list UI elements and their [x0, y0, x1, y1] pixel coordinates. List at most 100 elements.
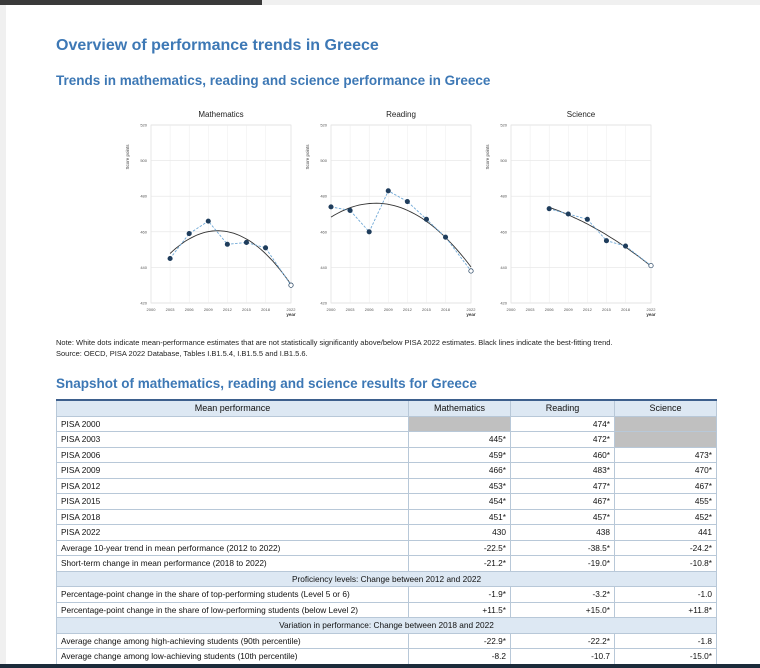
x-tick-label: 2006 [545, 307, 555, 312]
row-label: PISA 2009 [56, 462, 409, 479]
y-tick-label: 520 [500, 123, 507, 128]
y-tick-label: 420 [320, 301, 327, 306]
x-tick-label: 2000 [327, 307, 337, 312]
table-cell: +15.0* [510, 601, 615, 618]
taskbar-edge [0, 664, 760, 668]
table-row: Percentage-point change in the share of … [56, 601, 717, 618]
table-cell: +11.8* [614, 601, 717, 618]
y-tick-label: 460 [500, 229, 507, 234]
page-title: Overview of performance trends in Greece [56, 37, 379, 54]
y-tick-label: 420 [140, 301, 147, 306]
table-cell: -22.2* [510, 632, 615, 649]
table-row: PISA 2022 430 438 441 [56, 524, 717, 541]
table-cell: -38.5* [510, 539, 615, 556]
x-tick-label: 2018 [621, 307, 631, 312]
row-label: PISA 2003 [56, 431, 409, 448]
table-cell: 438 [510, 524, 615, 541]
header-mathematics: Mathematics [408, 399, 511, 417]
table-cell: 459* [408, 446, 511, 463]
table-cell: 452* [614, 508, 717, 525]
table-cell: 477* [510, 477, 615, 494]
x-tick-label: 2022 [467, 307, 477, 312]
x-tick-label: 2006 [365, 307, 375, 312]
table-cell: -21.2* [408, 555, 511, 572]
table-cell: 441 [614, 524, 717, 541]
trend-charts: Mathematics 420 440 460 480 500 520 2000 2003 200… [125, 110, 656, 317]
table-cell [614, 415, 717, 432]
y-tick-label: 500 [500, 158, 507, 163]
data-point-non-significant [648, 263, 654, 269]
table-cell: -22.9* [408, 632, 511, 649]
chart-title: Mathematics [198, 110, 243, 119]
table-row: Average change among high-achieving stud… [56, 632, 717, 649]
table-row: PISA 2012 453* 477* 467* [56, 477, 717, 494]
data-point-non-significant [468, 268, 474, 274]
data-point [622, 243, 629, 249]
table-cell: 453* [408, 477, 511, 494]
trend-line [330, 202, 472, 268]
plot-area [510, 124, 652, 304]
chart-note: Note: White dots indicate mean-performan… [56, 337, 716, 359]
x-tick-label: 2000 [507, 307, 517, 312]
data-point [423, 216, 430, 222]
table-cell: -15.0* [614, 648, 717, 665]
y-tick-label: 480 [320, 194, 327, 199]
plot-area [150, 124, 292, 304]
table-cell: -10.7 [510, 648, 615, 665]
table-cell: -10.8* [614, 555, 717, 572]
table-cell: -8.2 [408, 648, 511, 665]
table-cell: 467* [614, 477, 717, 494]
table-cell: 466* [408, 462, 511, 479]
table-cell: 467* [510, 493, 615, 510]
table-cell: 430 [408, 524, 511, 541]
data-point [243, 239, 250, 246]
row-label: PISA 2015 [56, 493, 409, 510]
table-cell: -1.0 [614, 586, 717, 603]
row-label: PISA 2022 [56, 524, 409, 541]
table-section-row: Proficiency levels: Change between 2012 … [56, 570, 717, 587]
table-row: PISA 2009 466* 483* 470* [56, 462, 717, 479]
y-tick-label: 460 [320, 229, 327, 234]
y-axis-label: Score points [125, 144, 130, 170]
table-row: Average 10-year trend in mean performanc… [56, 539, 717, 556]
x-tick-label: 2015 [422, 307, 432, 312]
chart-mathematics: Mathematics 420 440 460 480 500 520 2000 2003 200… [125, 110, 296, 317]
data-point [186, 231, 192, 237]
x-tick-label: 2003 [346, 307, 356, 312]
y-tick-label: 440 [140, 265, 147, 270]
row-label: Short-term change in mean performance (2… [56, 555, 409, 572]
y-tick-label: 460 [140, 229, 147, 234]
y-tick-label: 440 [500, 265, 507, 270]
table-cell [614, 431, 717, 448]
x-tick-label: 2009 [204, 307, 214, 312]
table-row: Average change among low-achieving stude… [56, 648, 717, 665]
table-cell: 472* [510, 431, 615, 448]
data-point [385, 188, 391, 194]
data-point [584, 216, 590, 222]
x-tick-label: 2012 [403, 307, 413, 312]
data-point [366, 229, 372, 235]
x-tick-label: 2018 [441, 307, 451, 312]
data-point [546, 206, 552, 212]
data-point [565, 211, 571, 217]
table-cell: 470* [614, 462, 717, 479]
section-label: Proficiency levels: Change between 2012 … [56, 570, 717, 587]
trends-heading: Trends in mathematics, reading and scien… [56, 73, 491, 88]
table-cell: 451* [408, 508, 511, 525]
table-row: Percentage-point change in the share of … [56, 586, 717, 603]
x-tick-label: 2012 [583, 307, 593, 312]
series-line [549, 208, 652, 266]
table-cell: -3.2* [510, 586, 615, 603]
row-label: Average change among high-achieving stud… [56, 632, 409, 649]
data-point [442, 234, 449, 240]
report-page: Overview of performance trends in Greece… [6, 5, 760, 668]
note-text: Note: White dots indicate mean-performan… [56, 338, 613, 347]
table-cell: -22.5* [408, 539, 511, 556]
snapshot-table: Mean performance Mathematics Reading Sci… [56, 399, 717, 665]
table-row: PISA 2018 451* 457* 452* [56, 508, 717, 525]
table-cell: -1.8 [614, 632, 717, 649]
table-header-row: Mean performance Mathematics Reading Sci… [56, 399, 717, 417]
window-top-bar [0, 0, 262, 5]
row-label: PISA 2006 [56, 446, 409, 463]
x-tick-label: 2018 [261, 307, 271, 312]
